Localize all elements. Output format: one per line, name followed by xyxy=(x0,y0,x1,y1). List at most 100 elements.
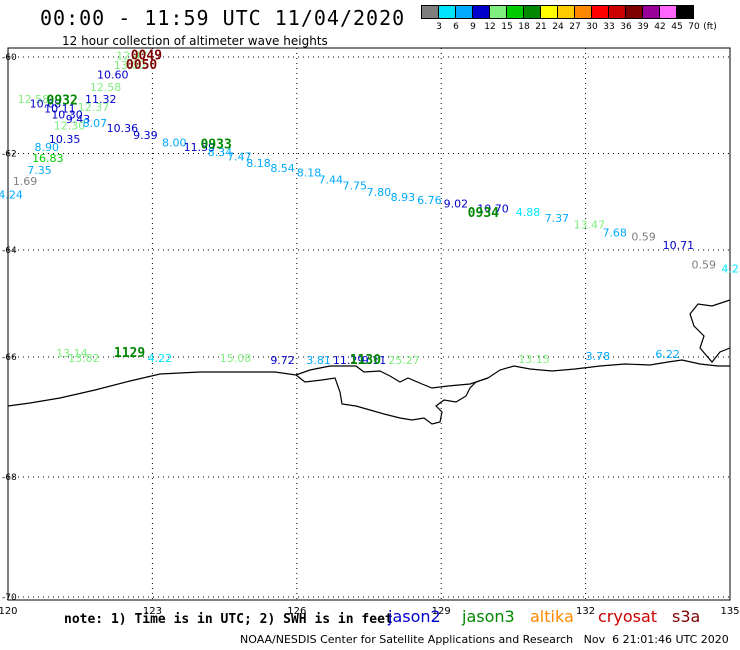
swh-value-label: 8.18 xyxy=(246,157,271,170)
swh-value-label: 13.00 xyxy=(114,59,146,72)
latitude-tick-label: -68 xyxy=(2,473,17,483)
satellite-legend-s3a: s3a xyxy=(672,607,701,626)
longitude-tick-label: 132 xyxy=(576,606,595,617)
satellite-legend-jason2: jason2 xyxy=(388,607,441,626)
color-scale-label: 21 xyxy=(535,22,547,32)
color-scale-label: 15 xyxy=(501,22,513,32)
swh-value-label: 7.75 xyxy=(343,180,368,193)
latitude-tick-label: -60 xyxy=(2,53,17,63)
color-scale-label: 45 xyxy=(671,22,683,32)
swh-value-label: 12.47 xyxy=(116,49,148,62)
track-time-label: 1129 xyxy=(114,346,145,361)
footer-note: note: 1) Time is in UTC; 2) SWH is in fe… xyxy=(64,612,393,627)
swh-value-label: 4.25 xyxy=(721,262,740,275)
map-subtitle: 12 hour collection of altimeter wave hei… xyxy=(62,34,328,48)
swh-value-label: 7.35 xyxy=(27,164,52,177)
swh-value-label: 8.07 xyxy=(83,117,108,130)
color-scale-unit: (ft) xyxy=(703,22,717,32)
swh-value-label: 3.78 xyxy=(586,350,611,363)
color-scale-label: 33 xyxy=(603,22,615,32)
track-time-label: 0050 xyxy=(126,58,157,73)
satellite-legend-altika: altika xyxy=(530,607,574,626)
swh-value-label: 9.39 xyxy=(133,129,158,142)
swh-value-label: 7.44 xyxy=(318,173,343,186)
swh-value-label: 9.43 xyxy=(66,113,91,126)
swh-value-label: 9.02 xyxy=(444,198,469,211)
swh-value-label: 13.47 xyxy=(574,218,606,231)
color-scale-label: 9 xyxy=(470,22,476,32)
color-scale-label: 42 xyxy=(654,22,666,32)
swh-value-label: 16.83 xyxy=(32,152,64,165)
swh-value-label: 13.14 xyxy=(56,347,87,360)
longitude-tick-label: 129 xyxy=(432,606,451,617)
swh-value-label: 11.29 xyxy=(333,354,365,367)
swh-value-label: 4.22 xyxy=(148,352,173,365)
coastline xyxy=(689,299,731,363)
color-scale-swatch xyxy=(676,5,694,19)
satellite-legend-jason3: jason3 xyxy=(462,607,515,626)
swh-value-label: 0.59 xyxy=(691,259,716,272)
color-scale-label: 18 xyxy=(518,22,530,32)
color-scale-label: 30 xyxy=(586,22,598,32)
swh-value-label: 4.88 xyxy=(516,206,541,219)
latitude-tick-label: -64 xyxy=(2,246,17,256)
swh-value-label: 11.59 xyxy=(184,141,216,154)
swh-value-label: 8.90 xyxy=(34,141,59,154)
swh-value-label: 10.68 xyxy=(30,98,62,111)
swh-value-label: 8.00 xyxy=(162,136,187,149)
longitude-tick-label: 120 xyxy=(0,606,18,617)
swh-value-label: 6.76 xyxy=(417,194,442,207)
swh-value-label: 10.71 xyxy=(663,239,695,252)
swh-value-label: 9.11 xyxy=(362,354,387,367)
swh-value-label: 8.18 xyxy=(297,167,322,180)
color-scale-label: 36 xyxy=(620,22,632,32)
wave-height-color-scale xyxy=(421,5,694,19)
latitude-tick-label: -70 xyxy=(2,593,17,603)
track-time-label: 0933 xyxy=(201,138,232,153)
swh-value-label: 12.58 xyxy=(90,81,122,94)
swh-value-label: 10.36 xyxy=(107,122,139,135)
longitude-tick-label: 135 xyxy=(720,606,739,617)
swh-value-label: 9.72 xyxy=(270,354,295,367)
swh-value-label: 15.08 xyxy=(220,352,252,365)
swh-value-label: 7.47 xyxy=(227,151,252,164)
track-time-label: 0934 xyxy=(468,206,499,221)
swh-value-label: 8.34 xyxy=(208,146,233,159)
swh-value-label: 13.82 xyxy=(68,352,100,365)
color-scale-label: 27 xyxy=(569,22,581,32)
color-scale-label: 70 xyxy=(688,22,700,32)
swh-value-label: 12.30 xyxy=(54,119,86,132)
color-scale-label: 12 xyxy=(484,22,496,32)
track-time-label: 0049 xyxy=(131,48,162,63)
longitude-tick-label: 123 xyxy=(143,606,162,617)
swh-value-label: 10.60 xyxy=(97,69,128,82)
credit-line: NOAA/NESDIS Center for Satellite Applica… xyxy=(240,633,729,646)
color-scale-label: 3 xyxy=(436,22,442,32)
swh-value-label: 25.27 xyxy=(388,354,420,367)
latitude-tick-label: -66 xyxy=(2,353,17,363)
swh-value-label: 6.22 xyxy=(655,348,680,361)
swh-value-label: 13.15 xyxy=(518,353,550,366)
swh-value-label: 10.35 xyxy=(49,133,80,146)
track-time-label: 1130 xyxy=(350,353,381,368)
swh-value-label: 11.32 xyxy=(85,93,117,106)
map-title: 00:00 - 11:59 UTC 11/04/2020 xyxy=(40,6,406,30)
swh-value-label: 4.24 xyxy=(0,188,23,201)
swh-value-label: 7.37 xyxy=(545,212,570,225)
swh-value-label: 10.30 xyxy=(51,108,83,121)
coastline xyxy=(295,374,489,425)
color-scale-label: 6 xyxy=(453,22,459,32)
swh-value-label: 8.93 xyxy=(391,191,416,204)
coastline xyxy=(7,359,730,407)
swh-value-label: 3.81 xyxy=(306,354,331,367)
longitude-tick-label: 126 xyxy=(287,606,306,617)
color-scale-label: 24 xyxy=(552,22,564,32)
swh-value-label: 12.58 xyxy=(18,93,50,106)
swh-value-label: 7.68 xyxy=(602,226,627,239)
track-time-label: 0932 xyxy=(47,93,78,108)
swh-value-label: 0.59 xyxy=(631,230,656,243)
color-scale-label: 39 xyxy=(637,22,649,32)
satellite-legend-cryosat: cryosat xyxy=(598,607,658,626)
latitude-tick-label: -62 xyxy=(2,150,17,160)
